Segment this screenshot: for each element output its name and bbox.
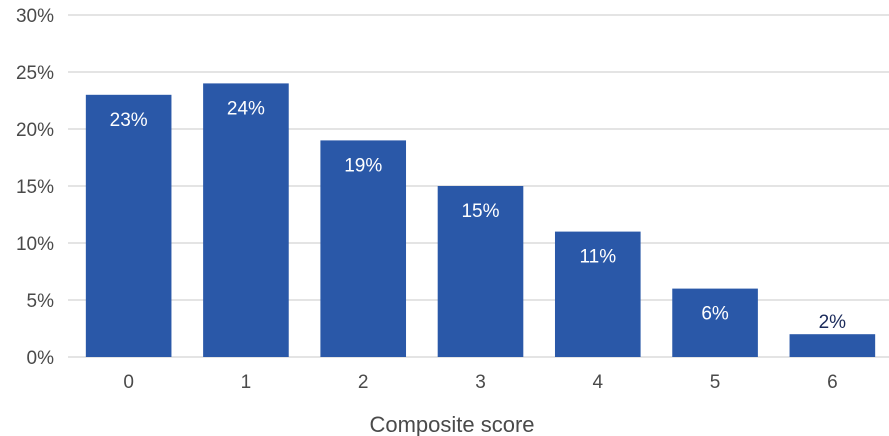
data-label: 24% xyxy=(227,98,265,119)
bar xyxy=(437,186,524,357)
x-tick-label: 5 xyxy=(710,372,721,393)
y-tick-label: 10% xyxy=(16,234,54,255)
x-axis-ticks: 0 1 2 3 4 5 6 xyxy=(123,372,837,393)
data-label: 11% xyxy=(579,247,616,268)
data-label: 2% xyxy=(819,312,847,333)
data-label: 19% xyxy=(344,155,382,176)
bar xyxy=(320,140,407,357)
x-tick-label: 3 xyxy=(475,372,486,393)
y-tick-label: 30% xyxy=(16,6,54,27)
bars: 23% 24% 19% 15% 11% 6% 2% xyxy=(85,83,876,358)
y-tick-label: 5% xyxy=(27,291,55,312)
x-tick-label: 6 xyxy=(827,372,838,393)
y-axis-ticks: 0% 5% 10% 15% 20% 25% 30% xyxy=(16,6,54,369)
bar xyxy=(554,231,641,357)
bar xyxy=(789,334,876,357)
data-label: 15% xyxy=(461,201,499,222)
data-label: 6% xyxy=(701,304,729,325)
bar xyxy=(203,83,289,358)
x-tick-label: 2 xyxy=(358,372,369,393)
x-axis-title: Composite score xyxy=(369,412,534,436)
y-tick-label: 15% xyxy=(16,177,54,198)
x-tick-label: 4 xyxy=(592,372,603,393)
bar xyxy=(85,94,172,358)
y-tick-label: 20% xyxy=(16,120,54,141)
x-tick-label: 0 xyxy=(123,372,134,393)
y-tick-label: 25% xyxy=(16,63,54,84)
x-tick-label: 1 xyxy=(241,372,252,393)
bar xyxy=(672,288,758,357)
y-tick-label: 0% xyxy=(27,348,55,369)
data-label: 23% xyxy=(110,110,148,131)
